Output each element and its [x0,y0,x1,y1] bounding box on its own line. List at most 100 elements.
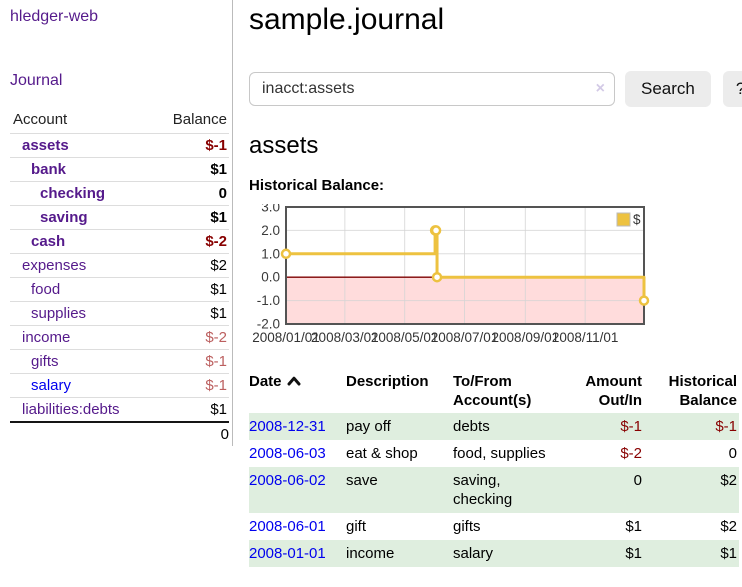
account-balance: $-1 [205,353,227,370]
account-balance: $1 [210,305,227,322]
svg-text:2008/09/01: 2008/09/01 [492,330,560,345]
svg-text:-2.0: -2.0 [257,317,280,332]
transaction-date-link[interactable]: 2008-06-02 [249,472,326,489]
page-title: sample.journal [249,3,445,36]
account-row: assets $-1 [10,133,229,158]
account-balance: $1 [210,401,227,418]
account-row: checking 0 [10,181,229,206]
svg-text:2008/01/01: 2008/01/01 [252,330,320,345]
register-row: 2008-01-01 income salary $1 $1 [249,540,739,567]
register-header-0[interactable]: Date [249,370,346,413]
transaction-date-link[interactable]: 2008-01-01 [249,545,326,562]
sort-ascending-icon [287,373,301,390]
account-balance: $-1 [205,377,227,394]
main-content: sample.journal × Search ? assets Histori… [233,0,742,587]
transaction-amount: 0 [633,472,642,489]
accounts-total-balance: 0 [220,426,229,443]
sidebar-item-journal[interactable]: Journal [10,72,63,89]
account-row: saving $1 [10,205,229,230]
svg-text:-1.0: -1.0 [257,293,280,308]
account-link-supplies[interactable]: supplies [31,305,87,322]
transaction-amount: $1 [625,518,642,535]
historical-balance-chart: 3.0 2.0 1.0 0.0 -1.0 -2.02008/01/012008/03/01… [252,204,650,345]
svg-text:2008/07/01: 2008/07/01 [431,330,499,345]
account-link-liabilities-debts[interactable]: liabilities:debts [22,401,120,418]
account-link-expenses[interactable]: expenses [22,257,87,274]
account-balance: $-2 [205,233,227,250]
svg-text:0.0: 0.0 [261,270,280,285]
register-header-3: Amount Out/In [585,373,642,409]
account-title: assets [249,132,319,159]
account-link-income[interactable]: income [22,329,71,346]
account-link-assets[interactable]: assets [22,137,69,154]
account-link-saving[interactable]: saving [40,209,88,226]
account-balance: $1 [210,281,227,298]
account-row: income $-2 [10,325,229,350]
svg-text:3.0: 3.0 [261,204,280,215]
transaction-accounts: saving, checking [453,472,513,508]
account-balance: $1 [210,161,227,178]
search-box: × [249,72,615,106]
transaction-date-link[interactable]: 2008-06-03 [249,445,326,462]
transaction-description: eat & shop [346,445,418,462]
register-row: 2008-06-01 gift gifts $1 $2 [249,513,739,540]
register-header-1: Description [346,373,429,390]
transaction-amount: $1 [625,545,642,562]
account-row: supplies $1 [10,301,229,326]
account-balance: $-2 [205,329,227,346]
register-body: 2008-12-31 pay off debts $-1 $-1 2008-06-03 ea… [249,413,739,567]
account-balance: $1 [210,209,227,226]
transaction-amount: $-2 [620,445,642,462]
accounts-header-account: Account [13,111,68,128]
transaction-balance: $1 [720,545,737,562]
search-button[interactable]: Search [625,71,711,107]
transaction-accounts: salary [453,545,494,562]
transaction-amount: $-1 [620,418,642,435]
account-row: expenses $2 [10,253,229,278]
register-row: 2008-12-31 pay off debts $-1 $-1 [249,413,739,440]
transaction-date-link[interactable]: 2008-12-31 [249,418,326,435]
account-balance: $-1 [205,137,227,154]
register-header-4: Historical Balance [668,373,737,409]
transaction-accounts: gifts [453,518,481,535]
transaction-balance: $2 [720,518,737,535]
svg-text:$: $ [633,212,641,227]
search-form: × Search ? [249,71,742,107]
account-row: cash $-2 [10,229,229,254]
account-row: gifts $-1 [10,349,229,374]
register-header-row: Date Description To/From Account(s) Amount … [249,370,739,413]
transaction-description: income [346,545,395,562]
account-row: bank $1 [10,157,229,182]
account-row: liabilities:debts $1 [10,397,229,423]
account-link-food[interactable]: food [31,281,61,298]
transaction-accounts: food, supplies [453,445,546,462]
account-link-bank[interactable]: bank [31,161,67,178]
account-link-salary[interactable]: salary [31,377,72,394]
app-title-link[interactable]: hledger-web [10,8,99,25]
account-balance: $2 [210,257,227,274]
transaction-description: gift [346,518,367,535]
register-header-2: To/From Account(s) [453,373,532,409]
svg-text:2008/03/01: 2008/03/01 [311,330,379,345]
sidebar: hledger-web Journal Account Balance asse… [0,0,233,446]
svg-text:2.0: 2.0 [261,223,280,238]
clear-search-icon[interactable]: × [595,80,605,97]
transaction-date-link[interactable]: 2008-06-01 [249,518,326,535]
transaction-balance: $-1 [715,418,737,435]
svg-text:2008/05/01: 2008/05/01 [371,330,439,345]
svg-text:2008/11/01: 2008/11/01 [552,330,619,345]
account-link-cash[interactable]: cash [31,233,66,250]
account-link-checking[interactable]: checking [40,185,106,202]
transaction-description: save [346,472,378,489]
svg-text:1.0: 1.0 [261,246,280,261]
accounts-total-row: 0 [10,422,229,446]
search-input[interactable] [249,72,615,106]
account-link-gifts[interactable]: gifts [31,353,59,370]
accounts-header-row: Account Balance [10,108,229,134]
transaction-balance: $2 [720,472,737,489]
transaction-balance: 0 [728,445,737,462]
accounts-body: assets $-1 bank $1 checking 0 saving $1 cash $-2 e… [10,133,229,423]
transaction-accounts: debts [453,418,490,435]
help-button[interactable]: ? [722,71,742,107]
